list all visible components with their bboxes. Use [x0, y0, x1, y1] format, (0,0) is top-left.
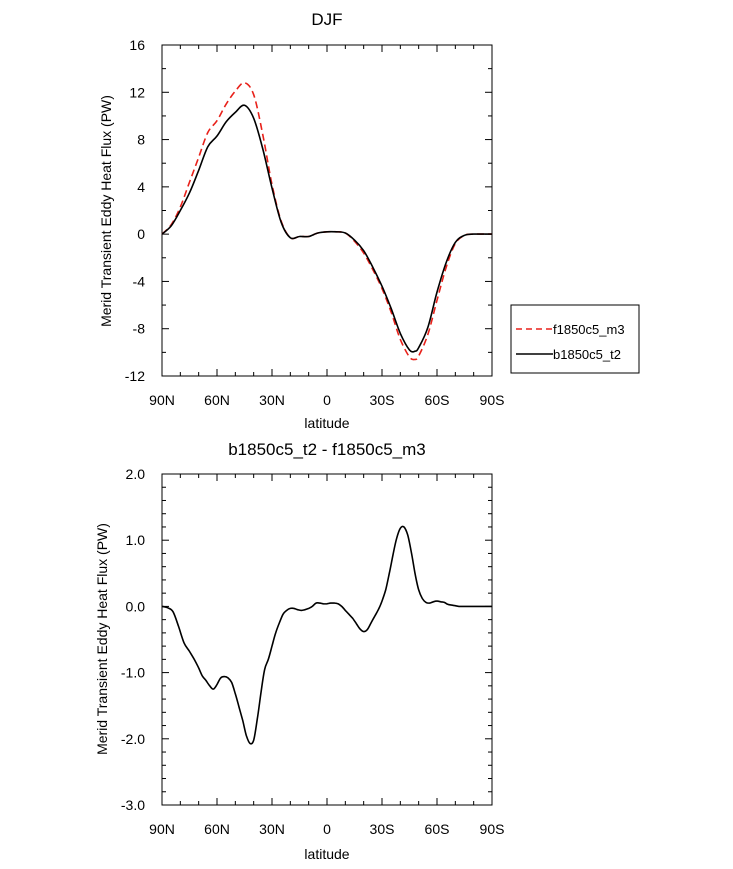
y-tick-label-djf: -4 — [133, 273, 146, 289]
legend-label-f1850c5-m3: f1850c5_m3 — [553, 322, 625, 337]
series-line-b1850c5-t2 — [161, 104, 492, 353]
x-axis-label-difference: latitude — [304, 846, 349, 862]
y-tick-label-djf: 8 — [137, 132, 145, 148]
x-tick-label-difference: 30S — [370, 821, 395, 837]
plot-area-difference: -3.0 -2.0 -1.0 0.0 1.0 2.0 90N 60N 30N 0 30S 60S 90S — [121, 466, 505, 837]
x-axis-label-djf: latitude — [304, 415, 349, 431]
x-tick-label-difference: 90N — [149, 821, 175, 837]
y-tick-label-djf: -12 — [125, 368, 145, 384]
y-tick-label-djf: 0 — [137, 226, 145, 242]
series-line-b1850c5-t2-f1850c5-m3 — [161, 525, 492, 745]
x-tick-label-difference: 60N — [204, 821, 230, 837]
chart-title-djf: DJF — [311, 10, 342, 29]
legend-label-b1850c5-t2: b1850c5_t2 — [553, 347, 621, 362]
x-tick-label-djf: 90N — [149, 392, 175, 408]
y-tick-label-djf: 16 — [129, 37, 145, 53]
x-tick-label-difference: 90S — [480, 821, 505, 837]
plot-area-djf: -12 -8 -4 0 4 8 12 16 90N 60N 30N 0 30S 60S 90S — [125, 37, 505, 408]
legend-box — [510, 304, 640, 374]
y-tick-label-difference: 1.0 — [126, 532, 146, 548]
x-tick-label-difference: 60S — [425, 821, 450, 837]
y-tick-label-djf: -8 — [133, 321, 146, 337]
x-tick-label-djf: 90S — [480, 392, 505, 408]
plot-frame-djf — [161, 44, 493, 377]
x-tick-label-difference: 30N — [259, 821, 285, 837]
y-tick-label-difference: -1.0 — [121, 665, 145, 681]
y-tick-label-djf: 4 — [137, 179, 145, 195]
x-tick-label-djf: 30S — [370, 392, 395, 408]
panel-djf: DJF -12 -8 -4 0 4 8 12 16 90N 60N 30N 0 30S 60S 90S la… — [98, 10, 640, 431]
x-tick-label-djf: 0 — [323, 392, 331, 408]
legend: f1850c5_m3 b1850c5_t2 — [510, 304, 640, 374]
x-tick-label-djf: 60N — [204, 392, 230, 408]
x-tick-label-djf: 30N — [259, 392, 285, 408]
panel-difference: b1850c5_t2 - f1850c5_m3 -3.0 -2.0 -1.0 0.0 1… — [94, 440, 504, 862]
y-axis-label-difference: Merid Transient Eddy Heat Flux (PW) — [94, 523, 110, 755]
x-tick-label-difference: 0 — [323, 821, 331, 837]
y-axis-label-djf: Merid Transient Eddy Heat Flux (PW) — [98, 95, 114, 327]
x-tick-label-djf: 60S — [425, 392, 450, 408]
plot-frame-difference — [161, 473, 493, 806]
y-tick-label-difference: 0.0 — [126, 598, 146, 614]
chart-title-difference: b1850c5_t2 - f1850c5_m3 — [228, 440, 426, 459]
series-line-f1850c5-m3 — [161, 81, 492, 361]
y-tick-label-djf: 12 — [129, 84, 145, 100]
y-tick-label-difference: 2.0 — [126, 466, 146, 482]
y-tick-label-difference: -2.0 — [121, 731, 145, 747]
y-tick-label-difference: -3.0 — [121, 797, 145, 813]
